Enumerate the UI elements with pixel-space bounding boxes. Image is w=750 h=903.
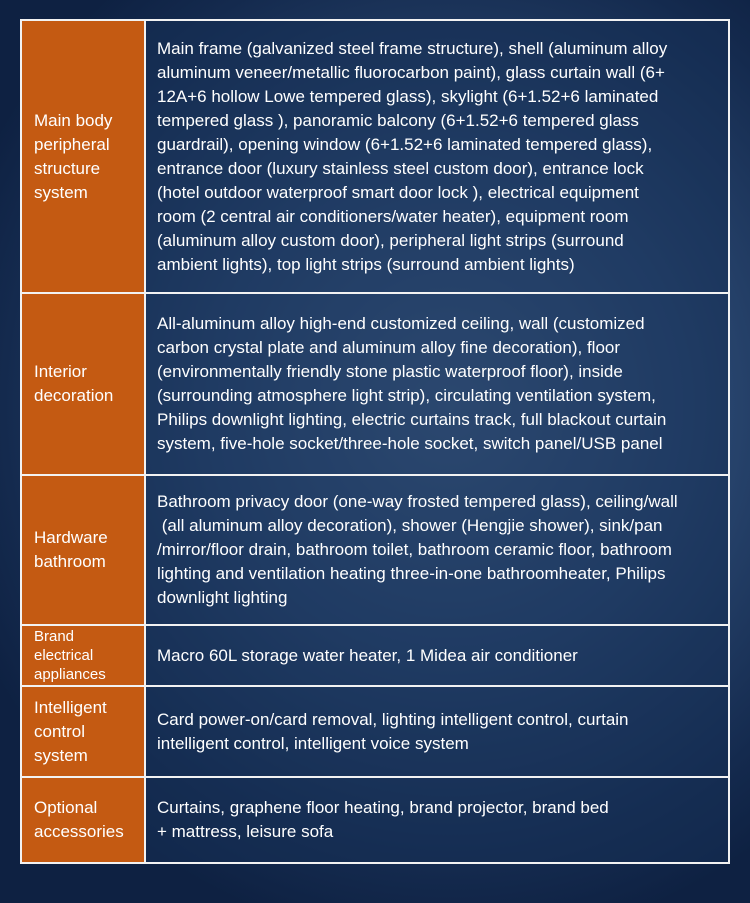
table-row: Intelligent control system Card power-on… (20, 685, 730, 778)
table-row: Hardware bathroom Bathroom privacy door … (20, 474, 730, 626)
row-label: Interior decoration (20, 292, 146, 476)
spec-table: Main body peripheral structure system Ma… (20, 19, 730, 864)
row-content: All-aluminum alloy high-end customized c… (144, 292, 730, 476)
table-row: Interior decoration All-aluminum alloy h… (20, 292, 730, 476)
table-row: Optional accessories Curtains, graphene … (20, 776, 730, 864)
row-label: Hardware bathroom (20, 474, 146, 626)
row-label: Brand electrical appliances (20, 624, 146, 687)
row-content: Card power-on/card removal, lighting int… (144, 685, 730, 778)
row-content: Macro 60L storage water heater, 1 Midea … (144, 624, 730, 687)
row-content: Bathroom privacy door (one-way frosted t… (144, 474, 730, 626)
table-row: Brand electrical appliances Macro 60L st… (20, 624, 730, 687)
table-row: Main body peripheral structure system Ma… (20, 19, 730, 294)
row-content: Main frame (galvanized steel frame struc… (144, 19, 730, 294)
row-label: Intelligent control system (20, 685, 146, 778)
row-content: Curtains, graphene floor heating, brand … (144, 776, 730, 864)
row-label: Main body peripheral structure system (20, 19, 146, 294)
row-label: Optional accessories (20, 776, 146, 864)
